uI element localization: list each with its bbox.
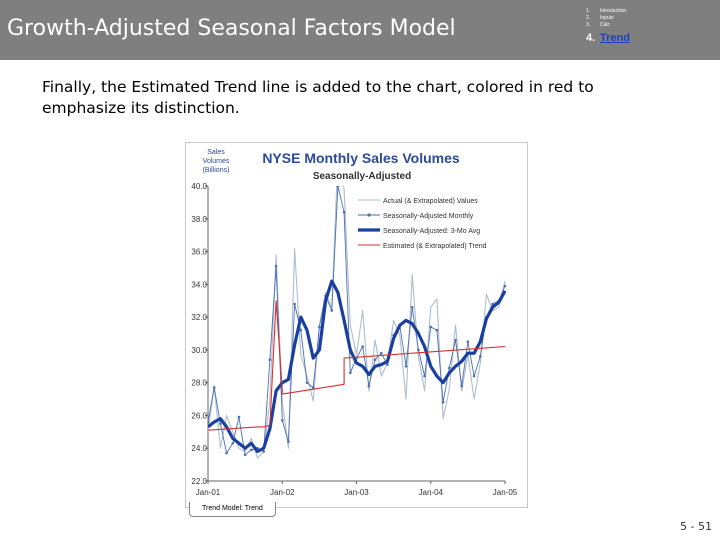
legend-entry: Actual (& Extrapolated) Values [383,198,478,205]
series-point [448,366,451,370]
series-point [478,355,482,358]
series-point [305,381,309,384]
series-point [491,302,494,306]
nav-item-number: 2. [586,15,591,21]
series-point [417,348,420,352]
sales-volume-chart: Sales Volumes (Billions) NYSE Monthly Sales… [191,149,518,497]
series-point [318,325,321,329]
series-point [410,305,414,309]
chart-subtitle: Seasonally-Adjusted [313,171,411,182]
series-point [503,284,507,288]
series-point [225,451,228,455]
nav-item-introduction[interactable]: 1. Introduction [586,8,630,15]
series-point [293,302,296,306]
y-tick-label: 32.0 [191,313,207,322]
x-tick-label: Jan-01 [196,488,221,497]
series-point [342,210,346,214]
section-nav: 1. Introduction 2. Inputs 3. Calc 4. Tre… [586,8,630,45]
x-tick-label: Jan-04 [419,488,444,497]
y-tick-label: 28.0 [191,379,207,388]
y-tick-label: 26.0 [191,411,207,420]
series-line-1 [208,186,506,459]
series-point [336,186,340,188]
y-tick-label: 40.0 [191,182,207,191]
series-line-4 [208,300,506,431]
nav-item-label: Inputs [600,15,614,21]
series-point [299,328,303,332]
series-point [379,351,383,355]
series-point [373,358,377,362]
y-tick-label: 34.0 [191,280,207,289]
nav-item-calc[interactable]: 3. Calc [586,22,630,29]
x-tick-label: Jan-03 [344,488,369,497]
series-point [404,364,408,368]
nav-item-label[interactable]: Trend [600,32,630,44]
y-tick-label: 24.0 [191,444,207,453]
legend-entry: Seasonally-Adjusted: 3-Mo Avg [383,228,480,235]
series-point [212,386,216,389]
series-point [287,440,290,443]
series-point [423,374,426,378]
chart-title: NYSE Monthly Sales Volumes [262,150,460,166]
chart-frame: Sales Volumes (Billions) NYSE Monthly Sales… [185,142,528,508]
page-number: 5 - 51 [680,520,712,533]
x-tick-label: Jan-02 [270,488,295,497]
page-title: Growth-Adjusted Seasonal Factors Model [7,16,456,41]
series-point [219,422,222,425]
y-tick-label: 22.0 [191,477,207,486]
nav-item-number: 3. [586,22,591,28]
header-bar: Growth-Adjusted Seasonal Factors Model 1… [0,0,720,60]
legend-entry: Estimated (& Extrapolated) Trend [383,243,487,250]
legend-entry: Seasonally-Adjusted Monthly [383,213,474,220]
series-point [466,340,470,343]
series-point [311,386,315,389]
series-point [361,345,364,348]
series-point [262,450,265,453]
nav-item-label: Introduction [600,8,627,14]
series-point [237,415,241,419]
series-point [268,358,272,362]
y-axis-label: Sales Volumes (Billions) [203,149,230,174]
y-tick-label: 30.0 [191,346,207,355]
y-tick-label: 38.0 [191,215,207,224]
series-point [435,328,439,332]
series-line-3 [208,279,507,454]
series-point [472,374,476,378]
nav-item-inputs[interactable]: 2. Inputs [586,15,630,22]
slide-caption: Finally, the Estimated Trend line is add… [42,78,594,117]
nav-item-label: Calc [600,22,611,28]
series-point [274,265,278,268]
series-point [367,384,371,388]
nav-item-number: 1. [586,8,591,14]
series-point [231,442,235,445]
x-tick-label: Jan-05 [493,488,518,497]
series-point [441,401,445,404]
nav-item-number: 4. [586,32,596,44]
series-point [208,420,210,424]
series-point [243,453,247,457]
series-point [250,448,253,452]
series-point [460,384,463,388]
series-point [429,325,433,329]
series-point [349,371,352,375]
series-point [330,309,334,312]
y-tick-label: 36.0 [191,248,207,257]
nav-item-trend[interactable]: 4. Trend [586,31,630,45]
series-point [454,338,457,342]
legend-swatch-marker [367,213,371,217]
series-point [280,419,284,422]
sheet-tab[interactable]: Trend Model: Trend [189,502,276,517]
series-point [386,363,389,366]
series-line-2 [208,186,506,456]
